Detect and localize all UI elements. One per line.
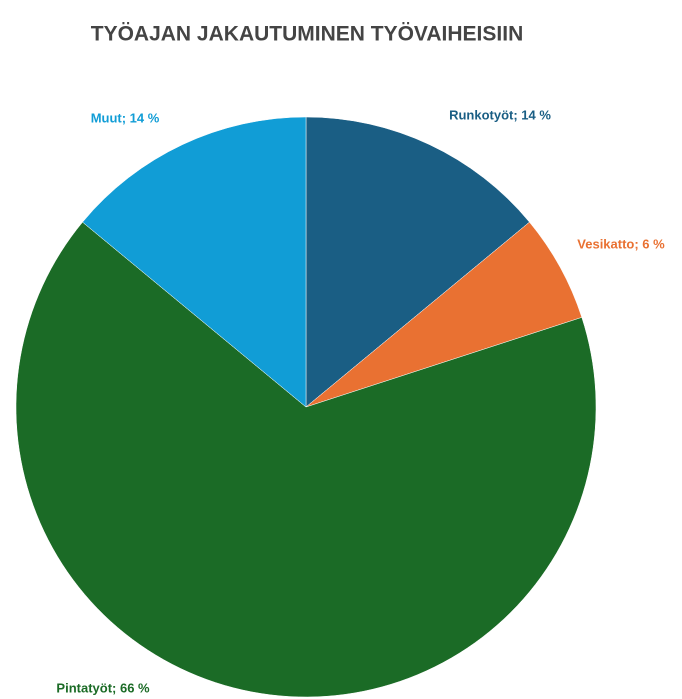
pie-slice bbox=[15, 221, 597, 698]
pie-slice bbox=[82, 116, 307, 408]
pie-slice bbox=[305, 116, 530, 408]
slice-label: Muut; 14 % bbox=[91, 110, 160, 125]
slice-label: Vesikatto; 6 % bbox=[577, 236, 665, 251]
slice-label: Runkotyöt; 14 % bbox=[449, 107, 551, 122]
chart-title: TYÖAJAN JAKAUTUMINEN TYÖVAIHEISIIN bbox=[91, 23, 523, 46]
slice-label: Pintatyöt; 66 % bbox=[56, 680, 150, 695]
